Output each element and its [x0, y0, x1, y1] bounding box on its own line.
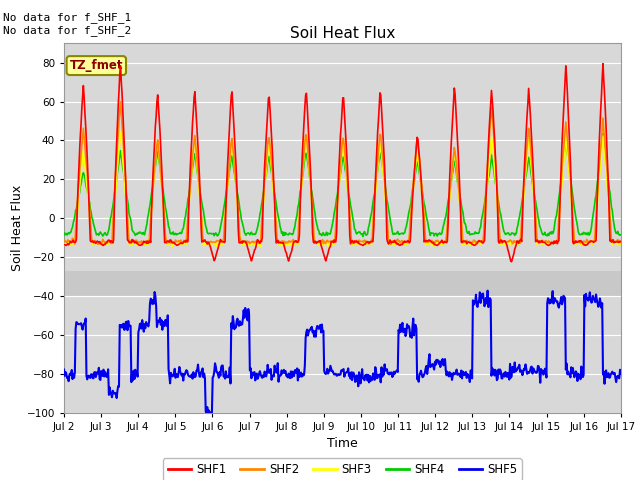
X-axis label: Time: Time — [327, 437, 358, 450]
Bar — [64, 271, 621, 296]
Title: Soil Heat Flux: Soil Heat Flux — [290, 25, 395, 41]
Y-axis label: Soil Heat Flux: Soil Heat Flux — [11, 185, 24, 271]
Text: No data for f_SHF_2: No data for f_SHF_2 — [3, 25, 131, 36]
Text: TZ_fmet: TZ_fmet — [70, 59, 123, 72]
Legend: SHF1, SHF2, SHF3, SHF4, SHF5: SHF1, SHF2, SHF3, SHF4, SHF5 — [163, 458, 522, 480]
Text: No data for f_SHF_1: No data for f_SHF_1 — [3, 12, 131, 23]
